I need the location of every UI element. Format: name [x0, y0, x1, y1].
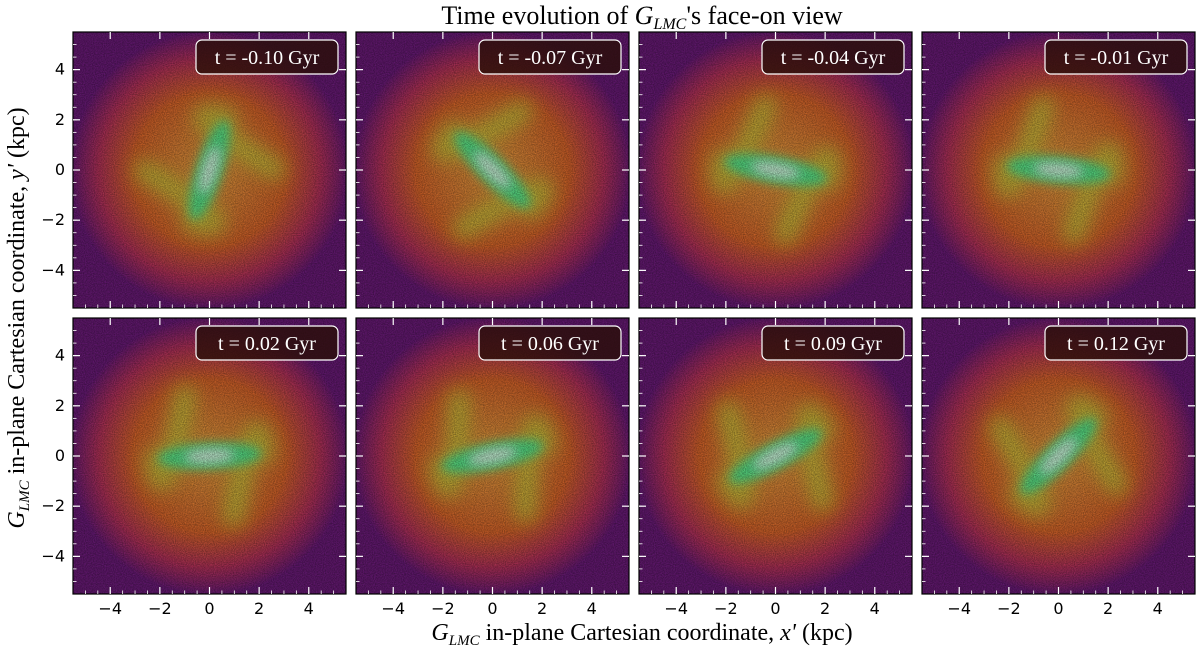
y-tick-label: 2	[55, 396, 65, 415]
x-tick-label: 2	[1103, 599, 1113, 618]
panel: −4 −2 0 2 4 −4 −2 0 2 4 t = 0.02 Gyr	[41, 317, 347, 618]
time-badge	[761, 325, 905, 361]
time-label: t = -0.01 Gyr	[1064, 47, 1169, 69]
x-tick-label: 2	[254, 599, 264, 618]
x-tick-label: −2	[997, 599, 1021, 618]
time-label: t = -0.10 Gyr	[215, 47, 320, 69]
time-badge	[195, 39, 339, 75]
density-map	[73, 32, 346, 308]
y-tick-label: 0	[55, 160, 65, 179]
time-badge	[478, 39, 622, 75]
time-label: t = 0.09 Gyr	[784, 333, 882, 355]
x-tick-label: 4	[870, 599, 880, 618]
time-label: t = -0.07 Gyr	[498, 47, 603, 69]
x-tick-label: −4	[98, 599, 122, 618]
y-tick-label: −2	[41, 210, 65, 229]
x-tick-label: −4	[381, 599, 405, 618]
y-tick-label: −4	[41, 546, 65, 565]
time-label: t = 0.12 Gyr	[1067, 333, 1165, 355]
density-map	[639, 318, 912, 594]
chart-title: Time evolution of GLMC's face-on view	[441, 1, 843, 33]
density-map	[922, 32, 1195, 308]
density-map	[73, 318, 346, 594]
x-tick-label: 2	[537, 599, 547, 618]
y-tick-label: 4	[55, 346, 65, 365]
y-tick-label: 0	[55, 446, 65, 465]
y-tick-label: −4	[41, 260, 65, 279]
x-tick-label: −2	[431, 599, 455, 618]
density-map	[356, 318, 629, 594]
panel: t = -0.04 Gyr	[638, 31, 913, 309]
x-tick-label: 2	[820, 599, 830, 618]
time-label: t = 0.06 Gyr	[501, 333, 599, 355]
panel: −4 −2 0 2 4 t = 0.06 Gyr	[355, 317, 630, 618]
x-axis-label: GLMC in-plane Cartesian coordinate, x' (…	[431, 620, 852, 649]
x-tick-label: 0	[204, 599, 214, 618]
x-tick-label: −4	[664, 599, 688, 618]
x-tick-label: −2	[148, 599, 172, 618]
y-tick-label: 4	[55, 60, 65, 79]
x-tick-label: 0	[487, 599, 497, 618]
time-label: t = 0.02 Gyr	[218, 333, 316, 355]
time-badge	[478, 325, 622, 361]
panel: t = -0.07 Gyr	[355, 31, 630, 309]
y-axis-label: GLMC in-plane Cartesian coordinate, y' (…	[4, 107, 33, 528]
x-tick-label: −4	[947, 599, 971, 618]
panel-grid: −4 −2 0 2 4 t = -0.10 Gyr t = -0.07 Gyr t = -0.…	[41, 31, 1196, 618]
density-map	[922, 318, 1195, 594]
time-badge	[1044, 325, 1188, 361]
panel: t = -0.01 Gyr	[921, 31, 1196, 309]
y-tick-label: −2	[41, 496, 65, 515]
time-label: t = -0.04 Gyr	[781, 47, 886, 69]
time-badge	[195, 325, 339, 361]
x-tick-label: 0	[770, 599, 780, 618]
density-map	[639, 32, 912, 308]
panel: −4 −2 0 2 4 t = 0.12 Gyr	[921, 317, 1196, 618]
y-tick-label: 2	[55, 110, 65, 129]
x-tick-label: −2	[714, 599, 738, 618]
time-badge	[761, 39, 905, 75]
x-tick-label: 4	[1153, 599, 1163, 618]
density-map	[356, 32, 629, 308]
x-tick-label: 0	[1053, 599, 1063, 618]
panel: −4 −2 0 2 4 t = 0.09 Gyr	[638, 317, 913, 618]
time-badge	[1044, 39, 1188, 75]
x-tick-label: 4	[304, 599, 314, 618]
x-tick-label: 4	[587, 599, 597, 618]
panel: −4 −2 0 2 4 t = -0.10 Gyr	[41, 31, 347, 309]
